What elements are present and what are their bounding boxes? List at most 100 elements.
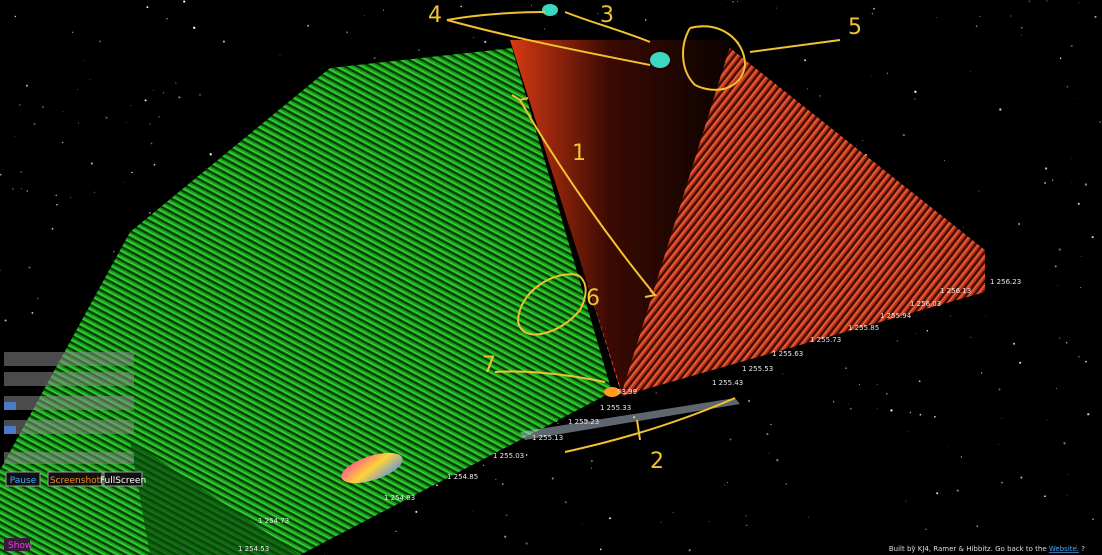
star (660, 521, 662, 523)
star (1085, 360, 1087, 363)
star (148, 211, 151, 214)
star (947, 447, 948, 449)
slider[interactable] (4, 452, 134, 464)
button-frame[interactable] (5, 471, 41, 487)
star (914, 98, 916, 100)
price-label: 1 256.23 (990, 278, 1021, 286)
star (644, 19, 647, 21)
star (935, 16, 937, 18)
control-panel (4, 352, 134, 464)
star (14, 135, 16, 137)
marker (604, 387, 620, 397)
star (976, 525, 978, 527)
button[interactable]: FullScreen (100, 476, 146, 486)
star (776, 459, 779, 462)
star (77, 89, 79, 90)
star (766, 433, 769, 436)
price-label: 1 254.73 (258, 517, 289, 525)
star (0, 173, 2, 176)
button-frame[interactable] (103, 471, 143, 487)
button[interactable]: Pause (10, 476, 37, 486)
star (789, 354, 791, 356)
star (1044, 495, 1046, 498)
slider[interactable] (4, 372, 134, 386)
star (90, 162, 93, 165)
toggle[interactable]: Show (8, 541, 32, 551)
slider-thumb[interactable] (4, 402, 16, 410)
button-frame[interactable] (47, 471, 103, 487)
star (525, 542, 528, 545)
star (1001, 417, 1003, 419)
star (484, 40, 487, 44)
slider[interactable] (4, 396, 134, 410)
star (1087, 413, 1090, 416)
heatmap-disc (341, 452, 403, 484)
star (153, 163, 156, 166)
star (1020, 476, 1023, 479)
star (833, 401, 835, 403)
star (870, 75, 872, 77)
star (415, 510, 418, 513)
star (581, 523, 583, 524)
star (1078, 356, 1080, 358)
star (599, 548, 602, 551)
star (163, 92, 165, 94)
star (1019, 361, 1022, 364)
button[interactable]: Screenshot (50, 476, 101, 486)
star (144, 99, 147, 102)
star (590, 467, 592, 469)
star (962, 226, 964, 228)
star (185, 20, 187, 22)
star (70, 196, 72, 198)
price-label: 1 255.03 (493, 452, 524, 460)
star (363, 14, 365, 16)
star (876, 383, 878, 385)
star (745, 515, 747, 517)
star (1055, 387, 1057, 389)
footer-link[interactable]: Website. (1049, 545, 1079, 553)
star (21, 188, 23, 190)
star (51, 227, 54, 230)
footer: Built by KJ4, Ramer & Hibbitz. Go back t… (889, 545, 1085, 553)
slider-thumb[interactable] (4, 426, 16, 434)
star (724, 484, 726, 486)
star (912, 545, 915, 548)
slider[interactable] (4, 352, 134, 366)
footer-help[interactable]: ? (1081, 545, 1085, 553)
star (720, 3, 722, 5)
star (970, 336, 972, 338)
star (530, 4, 532, 6)
trade-strip (520, 398, 740, 440)
star (1071, 182, 1072, 183)
slider[interactable] (4, 420, 134, 434)
star (373, 57, 376, 60)
star (105, 116, 108, 119)
bid-surface (0, 48, 612, 555)
price-label: 53.99 (617, 388, 637, 396)
star (56, 204, 58, 206)
star (732, 0, 734, 3)
star (557, 422, 559, 424)
star (11, 187, 14, 190)
star (1066, 85, 1069, 88)
bid-shadow (130, 440, 300, 555)
star (130, 104, 132, 106)
star (61, 141, 64, 144)
star (807, 88, 809, 90)
price-label: 1 255.94 (880, 312, 912, 320)
star (7, 107, 9, 108)
star (727, 482, 729, 484)
star (183, 0, 186, 3)
toggle-box[interactable] (4, 538, 30, 551)
star (919, 413, 922, 416)
star (1044, 181, 1047, 184)
star (902, 133, 905, 137)
star (166, 17, 168, 20)
star (1079, 286, 1082, 289)
star (890, 409, 893, 412)
star (98, 40, 101, 43)
star (770, 423, 772, 426)
star (949, 315, 951, 317)
annotation-strokes (446, 11, 841, 453)
